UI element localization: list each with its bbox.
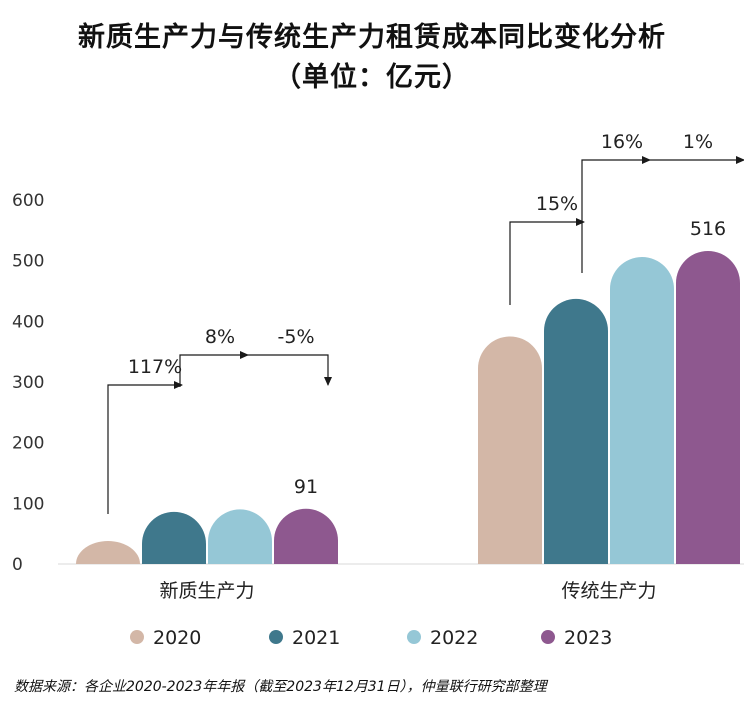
- bar-2022-1: [610, 257, 674, 564]
- y-tick-label: 500: [12, 252, 44, 272]
- chart-canvas: 0 100 200 300 400 500 600 新质生产力 传统生产力 91 516 117% 8…: [12, 131, 744, 649]
- bar-2021-1: [544, 298, 608, 564]
- growth-label: 1%: [683, 131, 713, 153]
- legend-swatch-2021: [269, 630, 283, 644]
- bar-2021-0: [142, 511, 206, 564]
- legend-swatch-2022: [407, 630, 421, 644]
- growth-label: -5%: [278, 326, 315, 348]
- growth-label: 8%: [205, 326, 235, 348]
- bar-2023-0: [274, 508, 338, 564]
- y-axis: 0 100 200 300 400 500 600: [12, 191, 44, 575]
- category-label: 新质生产力: [159, 580, 254, 602]
- growth-arrow: [248, 354, 332, 386]
- growth-arrow: [107, 381, 183, 514]
- labels: 新质生产力 传统生产力 91 516 117% 8% -5% 15% 16% 1%: [128, 131, 726, 602]
- legend-swatch-2020: [130, 630, 144, 644]
- y-tick-label: 600: [12, 191, 44, 211]
- bar-2022-0: [208, 509, 272, 564]
- y-tick-label: 400: [12, 312, 44, 332]
- growth-arrow: [509, 218, 585, 305]
- growth-label: 16%: [601, 131, 643, 153]
- bars: [76, 250, 740, 564]
- growth-arrow: [581, 156, 651, 273]
- legend: 2020 2021 2022 2023: [130, 627, 612, 649]
- legend-label: 2021: [292, 627, 340, 649]
- chart-subtitle: （单位：亿元）: [274, 62, 470, 93]
- value-label: 91: [294, 476, 318, 498]
- source-note: 数据来源：各企业2020-2023年年报（截至2023年12月31日），仲量联行…: [14, 679, 547, 695]
- chart-title: 新质生产力与传统生产力租赁成本同比变化分析: [78, 22, 666, 53]
- legend-label: 2023: [564, 627, 612, 649]
- bar-2020-1: [478, 336, 542, 564]
- bar-2023-1: [676, 250, 740, 564]
- category-label: 传统生产力: [561, 580, 656, 602]
- growth-label: 117%: [128, 356, 182, 378]
- y-tick-label: 300: [12, 373, 44, 393]
- bar-2020-0: [76, 540, 140, 564]
- growth-arrow: [179, 351, 249, 387]
- y-tick-label: 200: [12, 434, 44, 454]
- legend-swatch-2023: [541, 630, 555, 644]
- legend-label: 2020: [153, 627, 201, 649]
- y-tick-label: 0: [12, 555, 23, 575]
- growth-label: 15%: [536, 193, 578, 215]
- y-tick-label: 100: [12, 494, 44, 514]
- legend-label: 2022: [430, 627, 478, 649]
- value-label: 516: [690, 218, 726, 240]
- growth-arrows: [107, 156, 744, 514]
